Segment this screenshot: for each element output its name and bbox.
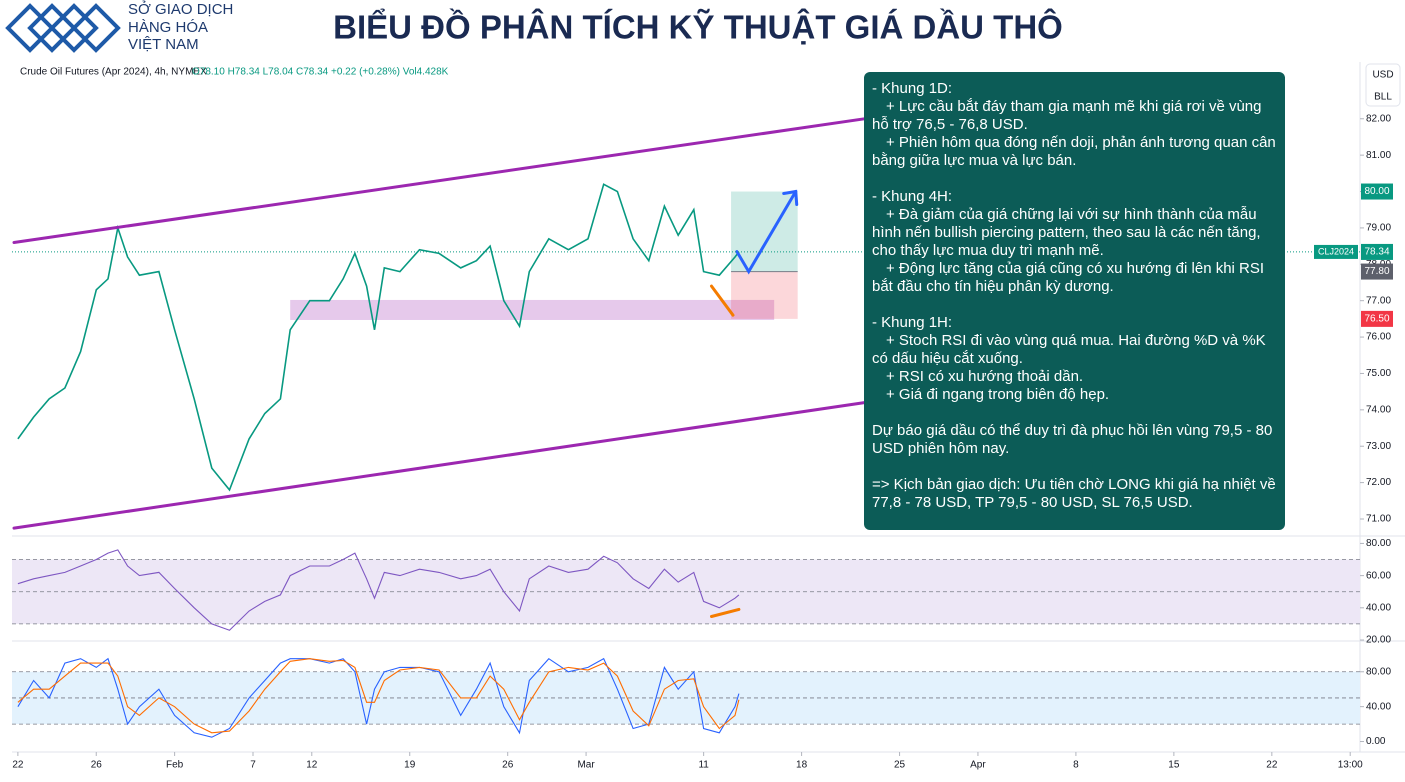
x-tick-label: 26 — [91, 760, 103, 771]
pane: 0.00 40.00 80.00 22 26 Feb 7 12 19 26 Mar 11 18 25 Apr… — [12, 657, 1391, 771]
y-tick-label: 82.00 — [1366, 113, 1391, 124]
note-line: => Kịch bản giao dịch: Ưu tiên chờ LONG … — [872, 476, 1276, 511]
trendline — [735, 190, 798, 275]
price-tag — [1361, 263, 1393, 280]
note-line: + RSI có xu hướng thoải dần. — [886, 368, 1084, 385]
x-tick-label: 7 — [250, 760, 256, 771]
x-tick-label: Feb — [166, 760, 184, 771]
price-tag-label: 76.50 — [1364, 314, 1389, 325]
note-line: - Khung 1H: — [872, 314, 953, 331]
pane: 20.00 40.00 60.00 80.00 — [12, 538, 1391, 646]
y-tick-label: 81.00 — [1366, 150, 1391, 161]
price-tag-label: 80.00 — [1364, 186, 1389, 197]
y-tick-label: 72.00 — [1366, 477, 1391, 488]
y-tick-label: 0.00 — [1366, 736, 1386, 747]
axis-button-group — [1365, 63, 1401, 107]
x-tick-label: 18 — [796, 760, 808, 771]
ohlc: O78.10 H78.34 L78.04 C78.34 +0.22 (+0.28… — [192, 67, 449, 78]
x-tick-label: 22 — [1266, 760, 1278, 771]
note-line: - Khung 1D: — [872, 80, 953, 97]
logo-text: SỞ GIAO DỊCH — [128, 0, 233, 18]
y-tick-label: 40.00 — [1366, 602, 1391, 613]
y-tick-label: 60.00 — [1366, 570, 1391, 581]
note-section: => Kịch bản giao dịch: Ưu tiên chờ LONG … — [872, 476, 1277, 512]
x-tick-label: 8 — [1073, 760, 1079, 771]
x-tick-label: 25 — [894, 760, 906, 771]
symbol-title: Crude Oil Futures (Apr 2024), 4h, NYMEX — [20, 67, 207, 78]
note-section: - Khung 1H: + Stoch RSI đi vào vùng quá m… — [872, 314, 1277, 404]
price-tag-label: 77.80 — [1364, 266, 1389, 277]
note-line: + Phiên hôm qua đóng nến doji, phản ánh … — [872, 134, 1276, 169]
price-tag — [1361, 243, 1393, 260]
trendline — [710, 284, 735, 317]
series-line — [17, 183, 740, 492]
note-line: + Lực cầu bắt đáy tham gia mạnh mẽ khi g… — [872, 98, 1262, 133]
y-tick-label: 73.00 — [1366, 441, 1391, 452]
y-tick-label: 71.00 — [1366, 514, 1391, 525]
x-tick-label: 15 — [1168, 760, 1180, 771]
series-line — [17, 658, 740, 734]
support-zone — [290, 299, 775, 320]
y-tick-label: 77.00 — [1366, 295, 1391, 306]
price-tag-label: 78.34 — [1364, 247, 1389, 258]
note-line: Dự báo giá dầu có thể duy trì đà phục hồ… — [872, 422, 1273, 457]
trendline — [12, 401, 866, 530]
y-tick-label: 75.00 — [1366, 368, 1391, 379]
trendline — [12, 117, 866, 244]
analysis-note: - Khung 1D: + Lực cầu bắt đáy tham gia mạ… — [864, 72, 1285, 530]
note-line: + Đà giảm của giá chững lại với sự hình … — [872, 206, 1261, 259]
y-tick-label: 80.00 — [1366, 666, 1391, 677]
axis-button[interactable]: BLL — [1374, 92, 1392, 103]
logo-mark — [5, 3, 121, 53]
logo — [5, 3, 121, 53]
y-tick-label: 80.00 — [1366, 538, 1391, 549]
x-tick-label: 22 — [12, 760, 24, 771]
note-line: + Stoch RSI đi vào vùng quá mua. Hai đườ… — [872, 332, 1266, 367]
x-tick-label: 12 — [306, 760, 318, 771]
note-section: - Khung 4H: + Đà giảm của giá chững lại v… — [872, 188, 1277, 296]
note-section: - Khung 1D: + Lực cầu bắt đáy tham gia mạ… — [872, 80, 1277, 170]
note-line: - Khung 4H: — [872, 188, 953, 205]
symbol-tag-label: CLJ2024 — [1318, 246, 1354, 256]
series-line — [17, 549, 740, 631]
price-tag — [1361, 183, 1393, 200]
y-tick-label: 20.00 — [1366, 635, 1391, 646]
stop-box — [731, 271, 798, 319]
axis-button[interactable]: USD — [1372, 70, 1393, 81]
x-tick-label: 26 — [502, 760, 514, 771]
x-tick-label: 11 — [698, 760, 709, 771]
logo-text: VIỆT NAM — [128, 36, 199, 53]
note-line: + Giá đi ngang trong biên độ hẹp. — [886, 386, 1110, 403]
price-tag — [1361, 310, 1393, 327]
note-section: Dự báo giá dầu có thể duy trì đà phục hồ… — [872, 422, 1277, 458]
symbol-tag — [1314, 244, 1358, 259]
x-tick-label: 13:00 — [1338, 760, 1363, 771]
pane: 71.0072.0073.0074.0075.0076.0077.0078.00… — [12, 113, 1393, 530]
page-title: BIỂU ĐỒ PHÂN TÍCH KỸ THUẬT GIÁ DẦU THÔ — [333, 8, 1063, 46]
y-tick-label: 40.00 — [1366, 701, 1391, 712]
note-line: + Động lực tăng của giá cũng có xu hướng… — [872, 260, 1265, 295]
trendline — [710, 607, 741, 618]
logo-text: HÀNG HÓA — [128, 19, 208, 36]
series-line — [17, 657, 740, 738]
x-tick-label: 19 — [404, 760, 416, 771]
x-tick-label: Apr — [970, 760, 986, 771]
y-tick-label: 76.00 — [1366, 332, 1391, 343]
x-tick-label: Mar — [577, 760, 595, 771]
y-tick-label: 74.00 — [1366, 404, 1391, 415]
arrow-head — [782, 189, 799, 207]
y-tick-label: 79.00 — [1366, 223, 1391, 234]
